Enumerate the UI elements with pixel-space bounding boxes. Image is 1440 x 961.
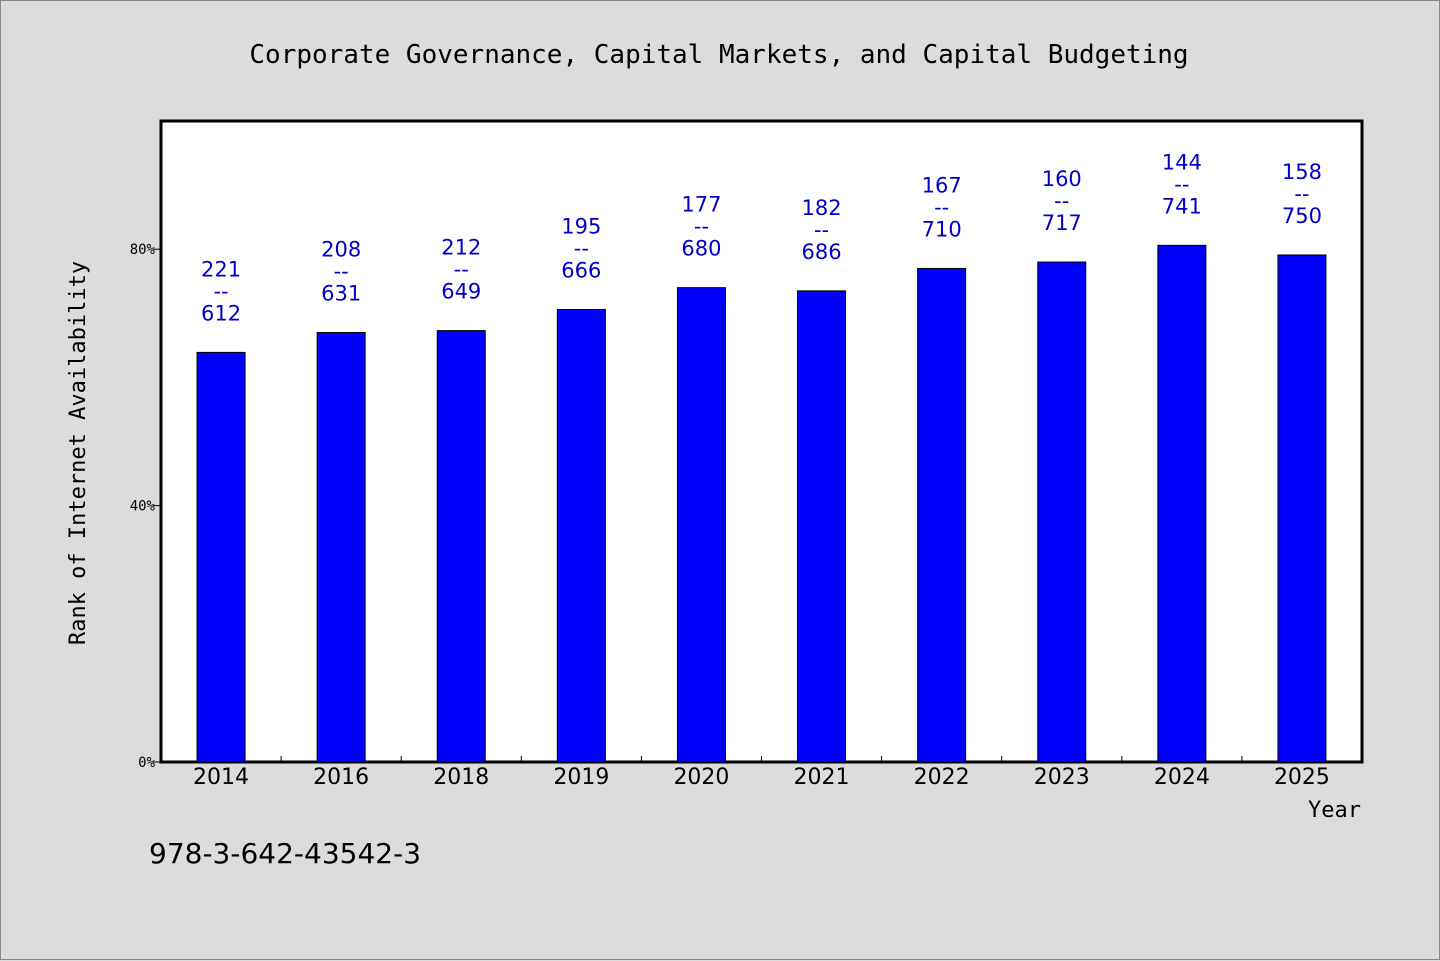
data-label: 158 bbox=[1282, 160, 1322, 184]
x-axis-ticks: 2014 2016 2018 2019 2020 2021 2022 2023 2024 2025 bbox=[193, 756, 1330, 790]
x-tick-label: 2021 bbox=[794, 765, 850, 790]
data-label: -- bbox=[1174, 172, 1189, 196]
bar bbox=[196, 351, 246, 763]
y-tick-label: 0% bbox=[138, 755, 155, 771]
data-labels-group: 221--612208--631212--649195--666177--680… bbox=[201, 150, 1322, 325]
x-tick-label: 2024 bbox=[1154, 765, 1210, 790]
data-label: -- bbox=[1294, 182, 1309, 206]
data-label: -- bbox=[934, 195, 949, 219]
data-label: -- bbox=[454, 258, 469, 282]
data-label: 680 bbox=[681, 237, 721, 261]
bar bbox=[1157, 244, 1207, 763]
data-label: 160 bbox=[1042, 167, 1082, 191]
bars-group bbox=[196, 244, 1327, 763]
x-axis-label: Year bbox=[1308, 798, 1361, 823]
x-tick-label: 2020 bbox=[673, 765, 729, 790]
data-label: 750 bbox=[1282, 204, 1322, 228]
bar bbox=[676, 287, 726, 763]
data-label: -- bbox=[574, 236, 589, 260]
x-tick-label: 2023 bbox=[1034, 765, 1090, 790]
data-label: -- bbox=[1054, 189, 1069, 213]
x-tick-label: 2014 bbox=[193, 765, 249, 790]
data-label: 195 bbox=[561, 214, 601, 238]
x-tick-label: 2016 bbox=[313, 765, 369, 790]
data-label: -- bbox=[814, 218, 829, 242]
bar bbox=[1037, 261, 1087, 763]
data-label: 212 bbox=[441, 236, 481, 260]
bar bbox=[556, 308, 606, 763]
y-tick-label: 80% bbox=[130, 242, 156, 258]
y-axis-label: Rank of Internet Availability bbox=[66, 261, 91, 645]
bar bbox=[1277, 254, 1327, 763]
data-label: 182 bbox=[802, 196, 842, 220]
x-tick-label: 2018 bbox=[433, 765, 489, 790]
data-label: 177 bbox=[681, 193, 721, 217]
data-label: 717 bbox=[1042, 211, 1082, 235]
data-label: 612 bbox=[201, 301, 241, 325]
data-label: 208 bbox=[321, 238, 361, 262]
data-label: 631 bbox=[321, 282, 361, 306]
isbn-text: 978-3-642-43542-3 bbox=[149, 837, 421, 870]
chart-title: Corporate Governance, Capital Markets, a… bbox=[249, 40, 1188, 70]
x-tick-label: 2022 bbox=[914, 765, 970, 790]
bar bbox=[917, 267, 967, 763]
data-label: 144 bbox=[1162, 150, 1202, 174]
data-label: -- bbox=[213, 279, 228, 303]
bar bbox=[316, 332, 366, 763]
data-label: 649 bbox=[441, 280, 481, 304]
data-label: 710 bbox=[922, 217, 962, 241]
data-label: 686 bbox=[802, 240, 842, 264]
data-label: 221 bbox=[201, 257, 241, 281]
data-label: 167 bbox=[922, 173, 962, 197]
x-tick-label: 2025 bbox=[1274, 765, 1330, 790]
x-tick-label: 2019 bbox=[553, 765, 609, 790]
data-label: 666 bbox=[561, 258, 601, 282]
y-axis-ticks: 0% 40% 80% bbox=[130, 242, 161, 771]
bar bbox=[797, 290, 847, 763]
y-tick-label: 40% bbox=[130, 499, 156, 515]
data-label: 741 bbox=[1162, 194, 1202, 218]
data-label: -- bbox=[694, 215, 709, 239]
data-label: -- bbox=[334, 260, 349, 284]
bar bbox=[436, 330, 486, 763]
